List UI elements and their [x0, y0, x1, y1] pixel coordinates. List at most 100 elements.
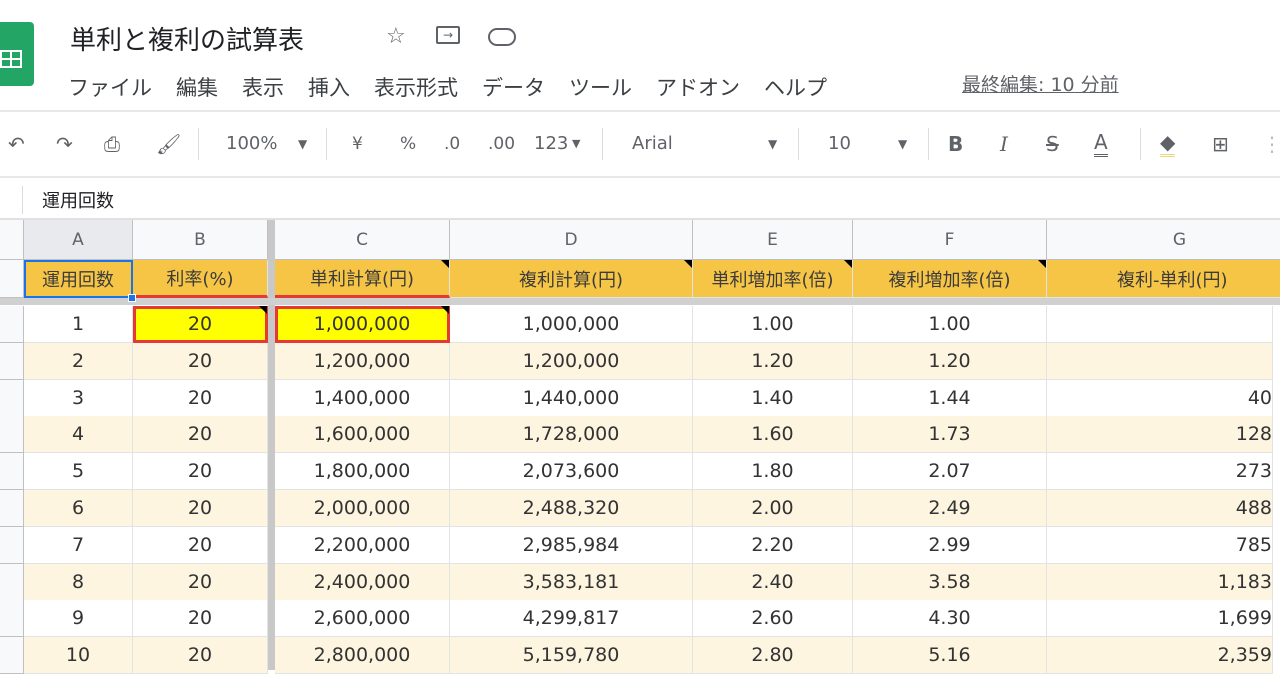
zoom-select[interactable]: 100% — [226, 133, 278, 154]
sheets-logo[interactable] — [0, 22, 34, 86]
cell[interactable]: 20 — [133, 416, 268, 454]
cell[interactable]: 5.16 — [853, 637, 1047, 674]
menu-item[interactable]: ツール — [569, 76, 632, 100]
cell[interactable]: 1 — [24, 306, 133, 343]
header-cell[interactable]: 複利計算(円) — [450, 260, 693, 298]
cell[interactable]: 1.60 — [693, 416, 853, 454]
star-icon[interactable]: ☆ — [386, 24, 406, 49]
fill-handle[interactable] — [128, 294, 136, 302]
header-cell[interactable]: 運用回数 — [24, 260, 133, 298]
cell[interactable]: 8 — [24, 563, 133, 601]
cell[interactable]: 2 — [24, 342, 133, 380]
menu-item[interactable]: データ — [482, 76, 545, 100]
cell[interactable]: 1,699 — [1047, 600, 1273, 638]
cell[interactable]: 20 — [133, 379, 268, 417]
column-header[interactable]: B — [133, 220, 268, 260]
header-cell[interactable]: 複利-単利(円) — [1047, 260, 1280, 298]
cell[interactable]: 20 — [133, 637, 268, 674]
cell[interactable]: 2,600,000 — [275, 600, 450, 638]
row-header[interactable] — [0, 490, 24, 527]
cell[interactable]: 2,985,984 — [450, 526, 693, 564]
row-header[interactable] — [0, 379, 24, 417]
cell[interactable]: 1.20 — [853, 342, 1047, 380]
cell[interactable]: 2.40 — [693, 563, 853, 601]
formula-input[interactable]: 運用回数 — [42, 191, 114, 212]
cell[interactable]: 1,440,000 — [450, 379, 693, 417]
cell[interactable]: 3.58 — [853, 563, 1047, 601]
cell[interactable]: 1,400,000 — [275, 379, 450, 417]
cell[interactable]: 4,299,817 — [450, 600, 693, 638]
cell[interactable]: 4.30 — [853, 600, 1047, 638]
cell[interactable]: 20 — [133, 342, 268, 380]
cell[interactable]: 9 — [24, 600, 133, 638]
cell[interactable]: 3 — [24, 379, 133, 417]
cell[interactable]: 1.44 — [853, 379, 1047, 417]
column-freeze-handle[interactable] — [268, 220, 275, 670]
cell[interactable]: 785 — [1047, 526, 1273, 564]
menu-item[interactable]: 挿入 — [308, 76, 350, 100]
row-header[interactable] — [0, 637, 24, 674]
cell[interactable]: 1.73 — [853, 416, 1047, 454]
cell[interactable]: 1.00 — [853, 306, 1047, 343]
menu-item[interactable]: 表示形式 — [374, 76, 458, 100]
cell[interactable]: 1,800,000 — [275, 453, 450, 491]
cell[interactable]: 128 — [1047, 416, 1273, 454]
fill-color-icon[interactable]: ◆ — [1160, 130, 1176, 157]
font-select[interactable]: Arial — [632, 133, 673, 154]
formula-bar[interactable]: 運用回数 — [0, 180, 1280, 220]
column-header[interactable]: E — [693, 220, 853, 260]
cell[interactable]: 4 — [24, 416, 133, 454]
print-icon[interactable]: ⎙ — [104, 132, 120, 156]
row-header[interactable] — [0, 306, 24, 343]
cell[interactable]: 2.07 — [853, 453, 1047, 491]
font-size-dropdown-icon[interactable]: ▼ — [898, 137, 908, 151]
cell[interactable]: 1.00 — [693, 306, 853, 343]
row-header[interactable] — [0, 453, 24, 491]
merge-cells-icon[interactable]: ⋮ — [1262, 132, 1280, 156]
cell[interactable]: 7 — [24, 526, 133, 564]
cell[interactable]: 1.80 — [693, 453, 853, 491]
cell[interactable]: 2.00 — [693, 490, 853, 527]
cell[interactable]: 1,728,000 — [450, 416, 693, 454]
cell[interactable]: 2,000,000 — [275, 490, 450, 527]
decrease-decimal-button[interactable]: .0 — [444, 134, 461, 154]
font-dropdown-icon[interactable]: ▼ — [768, 137, 778, 151]
cell[interactable]: 1,200,000 — [275, 342, 450, 380]
cell[interactable]: 20 — [133, 306, 268, 343]
move-folder-icon[interactable]: → — [436, 26, 460, 44]
cloud-status-icon[interactable] — [488, 28, 516, 46]
cell[interactable]: 20 — [133, 526, 268, 564]
cell[interactable]: 1,200,000 — [450, 342, 693, 380]
cell[interactable]: 2,200,000 — [275, 526, 450, 564]
cell[interactable]: 2.80 — [693, 637, 853, 674]
bold-button[interactable]: B — [948, 132, 964, 156]
strikethrough-button[interactable]: S — [1046, 132, 1059, 156]
menu-item[interactable]: 表示 — [242, 76, 284, 100]
cell[interactable]: 6 — [24, 490, 133, 527]
cell[interactable]: 2.20 — [693, 526, 853, 564]
cell[interactable]: 40 — [1047, 379, 1273, 417]
last-edit-link[interactable]: 最終編集: 10 分前 — [962, 74, 1119, 96]
row-freeze-handle[interactable] — [0, 298, 1280, 305]
cell[interactable]: 1.40 — [693, 379, 853, 417]
row-header[interactable] — [0, 416, 24, 454]
cell[interactable]: 10 — [24, 637, 133, 674]
header-cell[interactable]: 単利増加率(倍) — [693, 260, 853, 298]
cell[interactable]: 2,800,000 — [275, 637, 450, 674]
cell[interactable]: 1,000,000 — [450, 306, 693, 343]
row-header[interactable] — [0, 563, 24, 601]
select-all-corner[interactable] — [0, 220, 24, 260]
cell[interactable]: 2,400,000 — [275, 563, 450, 601]
cell[interactable]: 488 — [1047, 490, 1273, 527]
cell[interactable]: 3,583,181 — [450, 563, 693, 601]
cell[interactable]: 1,000,000 — [275, 306, 450, 343]
increase-decimal-button[interactable]: .00 — [488, 134, 516, 154]
cell[interactable]: 5,159,780 — [450, 637, 693, 674]
column-header[interactable]: D — [450, 220, 693, 260]
currency-format-button[interactable]: ¥ — [352, 134, 363, 154]
zoom-dropdown-icon[interactable]: ▼ — [298, 137, 308, 151]
column-header[interactable]: G — [1047, 220, 1280, 260]
menu-item[interactable]: 編集 — [176, 76, 218, 100]
row-header[interactable] — [0, 342, 24, 380]
cell[interactable]: 273 — [1047, 453, 1273, 491]
